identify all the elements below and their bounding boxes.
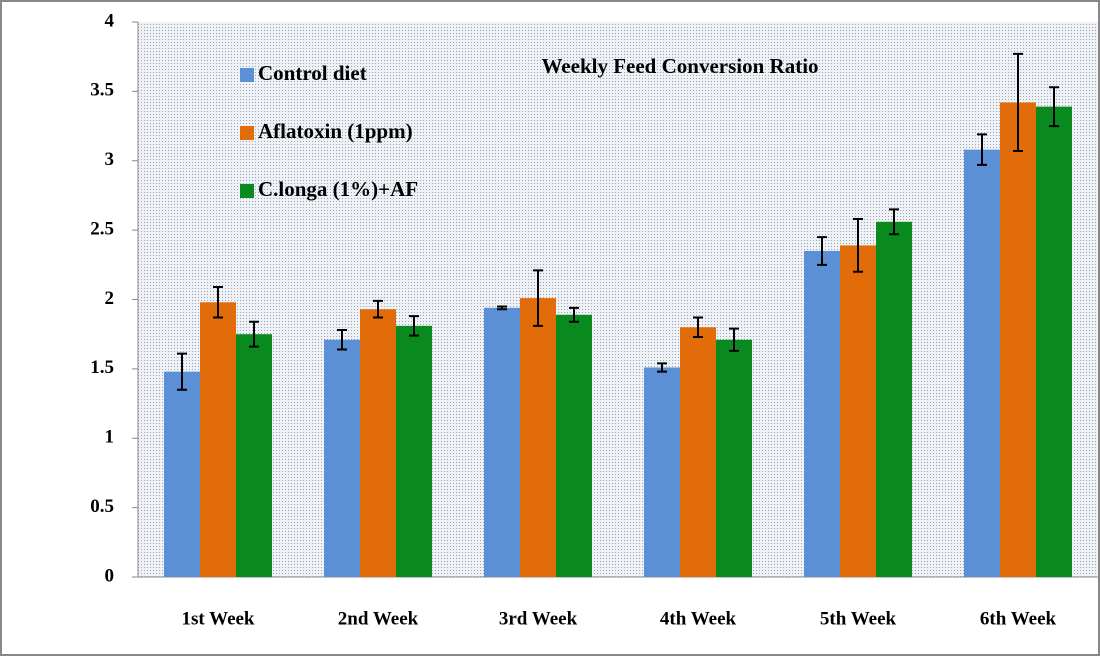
x-tick-label: 4th Week <box>660 608 737 629</box>
bar <box>484 307 520 577</box>
error-bar <box>177 352 187 391</box>
bar <box>200 302 236 577</box>
y-tick-label: 1.5 <box>90 357 114 378</box>
y-tick-label: 4 <box>105 10 115 31</box>
bar <box>324 339 360 577</box>
error-bar <box>569 306 579 323</box>
bar <box>1000 102 1036 577</box>
error-bar <box>853 218 863 273</box>
y-tick-label: 3.5 <box>90 80 114 101</box>
bar <box>236 334 272 577</box>
legend-label: C.longa (1%)+AF <box>258 177 418 201</box>
bar <box>964 149 1000 577</box>
y-tick-label: 0.5 <box>90 496 114 517</box>
error-bar <box>249 320 259 348</box>
bar <box>520 298 556 577</box>
x-tick-label: 6th Week <box>980 608 1057 629</box>
error-bar <box>337 329 347 351</box>
x-tick-label: 1st Week <box>181 608 254 629</box>
bar <box>804 250 840 577</box>
error-bar <box>977 133 987 166</box>
x-tick-label: 3rd Week <box>499 608 578 629</box>
plot-area <box>138 22 1098 577</box>
chart-title: Weekly Feed Conversion Ratio <box>541 54 818 78</box>
y-tick-label: 1 <box>105 427 115 448</box>
bar <box>876 221 912 578</box>
error-bar <box>817 236 827 266</box>
error-bar <box>889 208 899 236</box>
error-bar <box>1013 52 1023 153</box>
bar <box>1036 106 1072 577</box>
bar <box>680 327 716 577</box>
legend-swatch <box>240 68 254 82</box>
error-bar <box>693 316 703 338</box>
bar <box>644 367 680 577</box>
error-bar <box>729 327 739 352</box>
error-bar <box>657 362 667 373</box>
y-tick-label: 3 <box>105 149 115 170</box>
y-tick-label: 2.5 <box>90 218 114 239</box>
error-bar <box>213 286 223 319</box>
bar <box>396 325 432 577</box>
error-bar <box>497 305 507 311</box>
error-bar <box>373 299 383 319</box>
bar <box>360 309 396 577</box>
y-tick-label: 2 <box>105 288 115 309</box>
bar <box>840 245 876 577</box>
y-tick-label: 0 <box>105 565 115 586</box>
bar <box>716 339 752 577</box>
bar <box>164 371 200 577</box>
legend-label: Aflatoxin (1ppm) <box>258 119 413 143</box>
x-tick-label: 2nd Week <box>338 608 419 629</box>
bar <box>556 314 592 577</box>
error-bar <box>409 315 419 337</box>
error-bar <box>1049 86 1059 128</box>
x-tick-label: 5th Week <box>820 608 897 629</box>
legend-swatch <box>240 126 254 140</box>
legend-label: Control diet <box>258 61 367 85</box>
error-bar <box>533 269 543 327</box>
legend-swatch <box>240 184 254 198</box>
